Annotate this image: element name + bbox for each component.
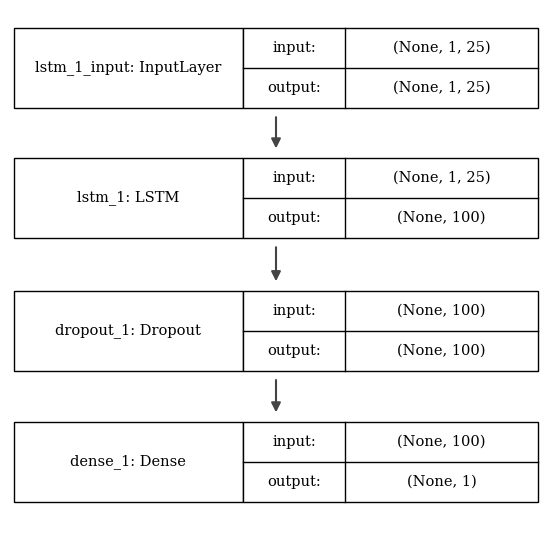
- Text: output:: output:: [267, 211, 321, 225]
- Text: lstm_1: LSTM: lstm_1: LSTM: [77, 190, 179, 205]
- Text: output:: output:: [267, 475, 321, 489]
- Text: (None, 1): (None, 1): [407, 475, 476, 489]
- Bar: [14, 291, 243, 371]
- Bar: [243, 28, 538, 108]
- Text: output:: output:: [267, 81, 321, 95]
- Bar: [14, 28, 243, 108]
- Text: (None, 1, 25): (None, 1, 25): [393, 41, 490, 55]
- Text: input:: input:: [272, 171, 316, 185]
- Bar: [243, 158, 538, 238]
- Text: (None, 100): (None, 100): [397, 344, 486, 358]
- Text: input:: input:: [272, 435, 316, 449]
- Text: (None, 1, 25): (None, 1, 25): [393, 81, 490, 95]
- Text: dense_1: Dense: dense_1: Dense: [71, 454, 186, 469]
- Text: lstm_1_input: InputLayer: lstm_1_input: InputLayer: [35, 60, 221, 75]
- Text: input:: input:: [272, 304, 316, 318]
- Bar: [14, 158, 243, 238]
- Text: (None, 100): (None, 100): [397, 211, 486, 225]
- Bar: [243, 291, 538, 371]
- Text: dropout_1: Dropout: dropout_1: Dropout: [55, 323, 201, 338]
- Bar: [243, 422, 538, 502]
- Text: output:: output:: [267, 344, 321, 358]
- Text: (None, 100): (None, 100): [397, 435, 486, 449]
- Text: (None, 1, 25): (None, 1, 25): [393, 171, 490, 185]
- Bar: [14, 422, 243, 502]
- Text: (None, 100): (None, 100): [397, 304, 486, 318]
- Text: input:: input:: [272, 41, 316, 55]
